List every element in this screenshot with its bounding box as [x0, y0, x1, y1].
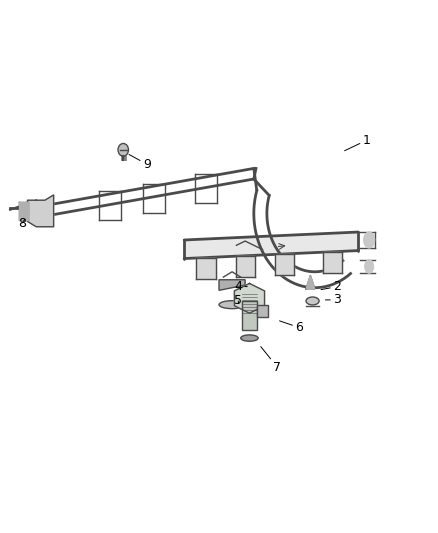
Text: 3: 3: [325, 293, 341, 306]
FancyBboxPatch shape: [257, 305, 268, 317]
FancyBboxPatch shape: [242, 301, 257, 330]
Polygon shape: [275, 254, 294, 275]
Text: 5: 5: [234, 294, 242, 308]
Ellipse shape: [364, 232, 374, 248]
Polygon shape: [196, 257, 215, 279]
Polygon shape: [28, 195, 53, 227]
Polygon shape: [184, 232, 358, 259]
Polygon shape: [234, 284, 265, 313]
Text: 7: 7: [261, 346, 281, 374]
Text: 9: 9: [129, 155, 151, 171]
Circle shape: [118, 143, 128, 156]
Polygon shape: [219, 280, 245, 290]
Ellipse shape: [306, 297, 319, 305]
Polygon shape: [306, 276, 315, 289]
Text: 2: 2: [321, 280, 341, 293]
Polygon shape: [236, 256, 254, 277]
Ellipse shape: [365, 260, 374, 273]
Text: 6: 6: [279, 321, 303, 334]
Text: 4: 4: [234, 280, 247, 293]
Polygon shape: [322, 252, 342, 273]
Ellipse shape: [219, 301, 245, 309]
Text: 8: 8: [18, 216, 26, 230]
Ellipse shape: [241, 335, 258, 341]
Polygon shape: [19, 202, 28, 220]
Text: 1: 1: [345, 134, 371, 151]
